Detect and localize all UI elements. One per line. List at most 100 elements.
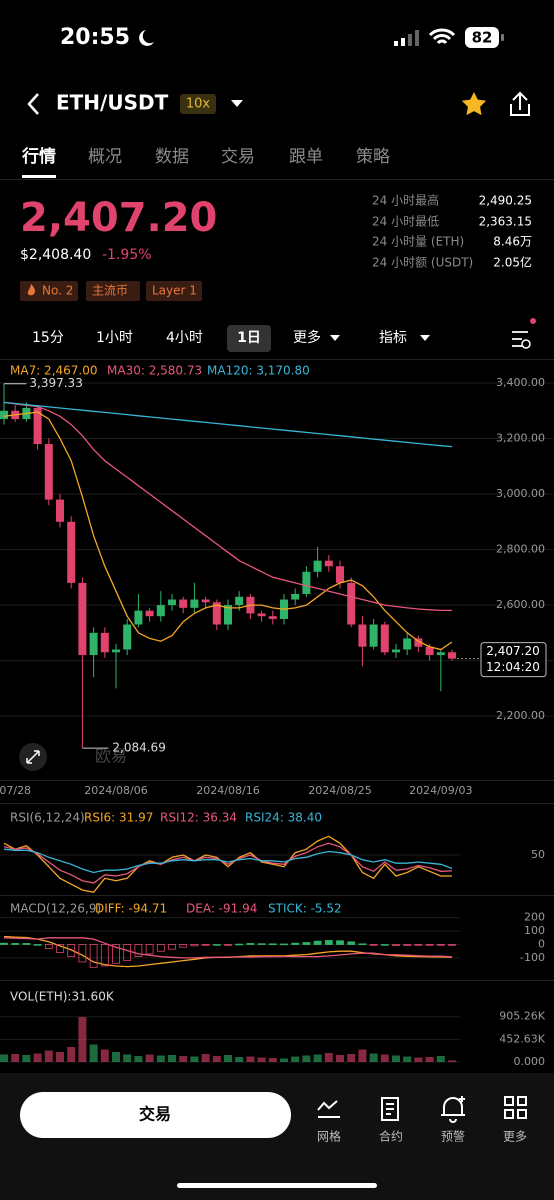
candle-body (235, 596, 244, 606)
countdown: 12:04:20 (486, 660, 540, 674)
interval[interactable]: 1日 (237, 330, 261, 346)
last-price: 2,407.20 (20, 195, 217, 241)
rsi-legend: RSI6: 31.97 (84, 811, 153, 825)
candle-body (100, 632, 109, 653)
macd-bar (235, 943, 244, 946)
volume-bar (89, 1044, 98, 1062)
macd-bar (448, 944, 456, 946)
interval[interactable]: 1小时 (96, 330, 133, 346)
volume-bar (56, 1052, 64, 1062)
stat-label: 24 小时量 (ETH) (372, 235, 464, 249)
caret (330, 335, 340, 341)
tag (86, 281, 140, 301)
alert-icon[interactable] (441, 1096, 465, 1123)
macd-bar (11, 943, 20, 945)
volume-bar (403, 1056, 412, 1062)
y-tick-label: 0 (538, 938, 545, 951)
divider (0, 895, 554, 896)
interval-selected (227, 325, 271, 352)
action-label: 预警 (441, 1129, 465, 1144)
settings-icon[interactable] (512, 331, 528, 347)
interval[interactable]: 4小时 (166, 330, 203, 346)
macd-bar (268, 943, 277, 946)
indicator-line (3, 835, 452, 894)
volume-bar (324, 1053, 333, 1062)
pair-name[interactable]: ETH/USDT (56, 91, 169, 115)
x-tick-label: 07/28 (0, 784, 31, 797)
candle-body (257, 613, 266, 617)
volume-bar (112, 1052, 120, 1062)
back-button[interactable] (27, 93, 39, 115)
candle-body (190, 599, 199, 608)
y-tick-label: 3,400.00 (496, 376, 545, 389)
usd-price: $2,408.40 (20, 247, 91, 263)
interval[interactable]: 更多 (293, 329, 321, 346)
volume-bar (134, 1056, 143, 1062)
battery-icon (465, 27, 499, 48)
indicator-line (3, 411, 453, 651)
volume-bar (235, 1057, 244, 1062)
tab[interactable]: 跟单 (289, 147, 323, 167)
y-tick-label: 2,200.00 (496, 709, 545, 722)
trade-button[interactable] (20, 1092, 291, 1138)
tab[interactable]: 概况 (88, 147, 122, 167)
indicator-line (3, 842, 453, 884)
indicator-menu[interactable]: 指标 (379, 330, 407, 346)
ma-legend: MA120: 3,170.80 (207, 364, 310, 378)
volume-bar (156, 1055, 165, 1062)
x-tick-label: 2024/08/16 (196, 784, 259, 797)
y-tick-label: 200 (524, 911, 545, 924)
macd-bar (33, 944, 42, 946)
candle-body (123, 624, 132, 650)
volume-bar (168, 1055, 176, 1062)
candle-body (414, 638, 423, 647)
tab[interactable]: 策略 (356, 147, 390, 167)
tab[interactable]: 交易 (221, 147, 255, 167)
macd-bar (190, 944, 199, 947)
macd-bar (392, 944, 400, 946)
share-button[interactable] (510, 91, 530, 116)
home-indicator (177, 1183, 377, 1188)
y-tick-label: 50 (531, 848, 545, 861)
y-tick-label: 3,000.00 (496, 487, 545, 500)
caret (420, 335, 430, 341)
tag (20, 281, 78, 301)
pair-dropdown[interactable] (231, 100, 243, 107)
contract-icon[interactable] (381, 1097, 399, 1121)
tab[interactable]: 行情 (21, 146, 56, 167)
macd-bar (280, 943, 288, 946)
expand-icon (26, 750, 40, 764)
y-tick-label: 0.000 (514, 1055, 546, 1068)
x-tick-label: 2024/09/03 (409, 784, 472, 797)
candle-body (347, 582, 356, 625)
tab[interactable]: 数据 (155, 147, 189, 167)
candle-body (291, 593, 300, 600)
volume-bar (100, 1049, 109, 1062)
macd-bar (56, 944, 64, 953)
volume-bar (257, 1057, 266, 1062)
volume-bar (11, 1054, 20, 1062)
macd-bar (78, 944, 87, 963)
candle-body (78, 582, 87, 656)
volume-bar (313, 1054, 322, 1062)
high-label: 3,397.33 (29, 376, 82, 390)
ma-legend: MA7: 2,467.00 (10, 364, 98, 378)
favorite-star[interactable] (461, 92, 487, 116)
macd-bar (347, 941, 356, 945)
y-tick-label: 905.26K (499, 1010, 545, 1023)
interval[interactable]: 15分 (32, 330, 64, 346)
candle-body (44, 444, 53, 500)
x-tick-label: 2024/08/25 (308, 784, 371, 797)
action-label: 合约 (379, 1129, 403, 1144)
grid-icon[interactable] (317, 1100, 340, 1118)
leverage-badge (180, 94, 216, 114)
indicator-line (3, 848, 453, 874)
more-icon[interactable] (504, 1096, 527, 1119)
macd-bar (257, 943, 266, 945)
tab-underline (22, 175, 56, 178)
stat-label: 24 小时额 (USDT) (372, 256, 473, 270)
candle-body (425, 646, 434, 656)
macd-bar (436, 944, 445, 946)
